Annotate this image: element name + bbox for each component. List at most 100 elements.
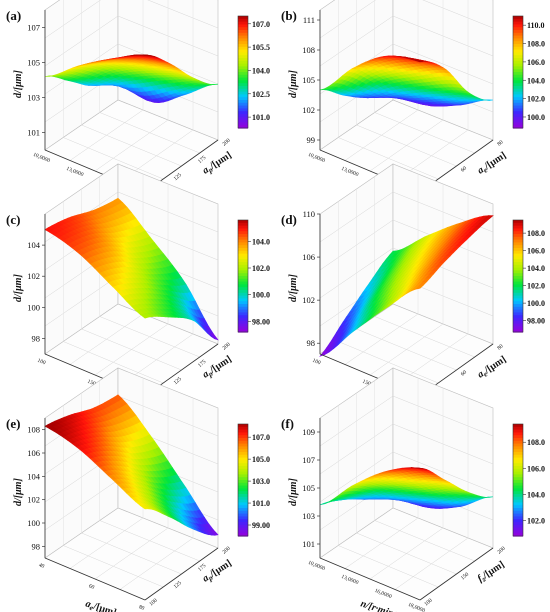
colorbar-segment bbox=[513, 298, 523, 302]
z-tick-label: 107 bbox=[27, 23, 40, 33]
colorbar-segment bbox=[238, 46, 248, 51]
colorbar-segment bbox=[238, 480, 248, 484]
colorbar-segment bbox=[238, 116, 248, 121]
colorbar-segment bbox=[513, 44, 523, 48]
grid-line bbox=[374, 112, 475, 154]
colorbar-segment bbox=[238, 222, 248, 227]
colorbar-tick-label: 102.0 bbox=[527, 95, 545, 104]
colorbar-segment bbox=[513, 318, 523, 322]
surface-cell bbox=[414, 284, 425, 290]
colorbar-segment bbox=[513, 30, 523, 34]
chart-panel: 101 103 105 107 109 d/[μm] 10,0000 13,0000 16,00… bbox=[281, 367, 545, 612]
colorbar-segment bbox=[513, 499, 523, 503]
colorbar-segment bbox=[513, 533, 523, 537]
panel-label: (e) bbox=[6, 416, 20, 431]
colorbar-segment bbox=[238, 119, 248, 123]
colorbar-segment bbox=[238, 443, 248, 447]
surface-cell bbox=[415, 467, 424, 469]
colorbar-segment bbox=[238, 108, 248, 112]
colorbar-tick-label: 99.00 bbox=[252, 521, 270, 530]
colorbar-segment bbox=[513, 488, 523, 492]
y-tick-label: 150 bbox=[460, 571, 470, 581]
colorbar-segment bbox=[513, 91, 523, 95]
colorbar-segment bbox=[238, 304, 248, 308]
colorbar-segment bbox=[238, 49, 248, 53]
colorbar-segment bbox=[513, 97, 523, 101]
grid-line bbox=[81, 124, 182, 167]
colorbar: 110.0 108.0 106.0 104.0 102.0 100.0 bbox=[512, 15, 545, 129]
colorbar-segment bbox=[238, 513, 248, 517]
colorbar-segment bbox=[238, 24, 248, 28]
colorbar-segment bbox=[238, 527, 248, 531]
colorbar-segment bbox=[513, 424, 523, 428]
colorbar-segment bbox=[238, 290, 248, 294]
colorbar-segment bbox=[513, 329, 523, 333]
colorbar-segment bbox=[513, 485, 523, 489]
colorbar-segment bbox=[513, 222, 523, 227]
colorbar-segment bbox=[513, 80, 523, 84]
z-axis-label: d/[μm] bbox=[13, 478, 24, 506]
colorbar-segment bbox=[238, 326, 248, 330]
z-axis-label: d/[μm] bbox=[288, 274, 299, 302]
y-tick-label: 80 bbox=[496, 139, 504, 147]
colorbar-segment bbox=[238, 446, 248, 450]
colorbar-segment bbox=[513, 429, 523, 433]
colorbar-segment bbox=[513, 530, 523, 534]
z-tick-label: 110 bbox=[303, 209, 315, 219]
colorbar-segment bbox=[238, 35, 248, 39]
colorbar-segment bbox=[238, 295, 248, 299]
colorbar-segment bbox=[513, 24, 523, 28]
colorbar-segment bbox=[513, 463, 523, 467]
colorbar-segment bbox=[513, 259, 523, 263]
colorbar-segment bbox=[238, 510, 248, 515]
colorbar-segment bbox=[238, 460, 248, 464]
colorbar-segment bbox=[513, 220, 523, 224]
x-tick-label: 10,0000 bbox=[32, 152, 51, 164]
grid-line bbox=[99, 112, 200, 154]
colorbar-segment bbox=[238, 273, 248, 277]
colorbar-segment bbox=[238, 468, 248, 473]
colorbar-segment bbox=[513, 309, 523, 313]
surface-cell bbox=[140, 54, 149, 56]
colorbar: 108.0 106.0 104.0 102.0 100.0 98.00 bbox=[512, 219, 545, 333]
colorbar-segment bbox=[513, 438, 523, 442]
colorbar-segment bbox=[238, 298, 248, 302]
z-tick-label: 102 bbox=[302, 105, 315, 115]
colorbar-segment bbox=[513, 270, 523, 274]
x-tick-label: 16,0000 bbox=[374, 588, 393, 600]
x-tick-label: 150 bbox=[86, 379, 96, 388]
colorbar-segment bbox=[238, 97, 248, 101]
colorbar-segment bbox=[513, 119, 523, 123]
chart-panel: 99102105108111d/[μm]10,000013,000016,000… bbox=[281, 0, 545, 215]
colorbar-segment bbox=[513, 231, 523, 235]
colorbar-segment bbox=[513, 74, 523, 79]
colorbar-segment bbox=[513, 58, 523, 62]
surface bbox=[44, 54, 219, 104]
colorbar-frame bbox=[512, 15, 524, 129]
colorbar-segment bbox=[238, 278, 248, 283]
colorbar-segment bbox=[513, 122, 523, 126]
colorbar-segment bbox=[238, 488, 248, 492]
colorbar-segment bbox=[238, 63, 248, 67]
colorbar-segment bbox=[513, 522, 523, 526]
colorbar-segment bbox=[238, 83, 248, 87]
surface bbox=[319, 215, 494, 357]
colorbar-segment bbox=[238, 41, 248, 45]
z-tick-label: 103 bbox=[27, 93, 40, 103]
colorbar-segment bbox=[238, 502, 248, 506]
z-tick-label: 108 bbox=[302, 45, 315, 55]
colorbar-segment bbox=[238, 284, 248, 288]
colorbar-segment bbox=[513, 292, 523, 297]
colorbar-segment bbox=[238, 52, 248, 56]
z-tick-label: 105 bbox=[27, 58, 40, 68]
colorbar-segment bbox=[238, 259, 248, 263]
colorbar-segment bbox=[513, 41, 523, 45]
colorbar-segment bbox=[513, 312, 523, 316]
z-tick-label: 101 bbox=[27, 128, 40, 138]
box-walls bbox=[44, 0, 219, 193]
colorbar-segment bbox=[513, 66, 523, 70]
colorbar-segment bbox=[238, 228, 248, 232]
z-tick-label: 98 bbox=[32, 333, 41, 343]
colorbar-segment bbox=[513, 290, 523, 294]
colorbar-segment bbox=[513, 446, 523, 450]
